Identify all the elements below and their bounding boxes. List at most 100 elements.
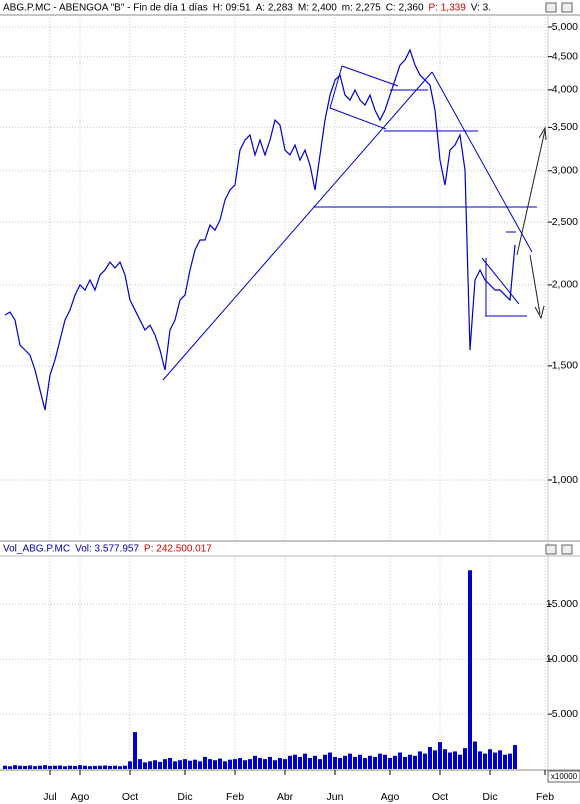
multiplier-box bbox=[547, 770, 580, 783]
volume-bar bbox=[88, 766, 92, 769]
volume-bar bbox=[378, 753, 382, 769]
volume-bar bbox=[213, 760, 217, 769]
volume-bar bbox=[358, 754, 362, 769]
volume-bar bbox=[463, 748, 467, 769]
volume-bar bbox=[123, 765, 127, 769]
header-text: V: 3. bbox=[471, 3, 491, 14]
volume-bar bbox=[263, 759, 267, 769]
volume-bar bbox=[193, 759, 197, 769]
volume-bar bbox=[293, 754, 297, 769]
y-tick-label: 3,000 bbox=[552, 165, 578, 177]
header-text: m: 2,275 bbox=[342, 3, 381, 14]
volume-bar bbox=[248, 759, 252, 769]
y-tick-label: 1,500 bbox=[552, 360, 578, 372]
x-tick-label: Jun bbox=[327, 791, 344, 803]
y-tick-label: 15.000 bbox=[546, 598, 578, 610]
channel-line bbox=[329, 107, 387, 130]
volume-bar bbox=[438, 742, 442, 769]
volume-bar bbox=[353, 756, 357, 769]
channel-line bbox=[329, 65, 343, 109]
volume-bar bbox=[368, 755, 372, 769]
volume-bar bbox=[158, 761, 162, 769]
volume-bar bbox=[23, 765, 27, 769]
volume-bar bbox=[253, 755, 257, 769]
header-text: C: 2,360 bbox=[386, 3, 424, 14]
x-tick-label: Jul bbox=[43, 791, 56, 803]
volume-bar bbox=[328, 752, 332, 769]
header-text: Vol_ABG.P.MC bbox=[3, 544, 70, 555]
volume-bar bbox=[303, 753, 307, 769]
volume-bar bbox=[228, 759, 232, 769]
volume-bar bbox=[93, 765, 97, 769]
volume-bar bbox=[373, 756, 377, 769]
volume-bar bbox=[68, 765, 72, 769]
volume-bar bbox=[78, 765, 82, 769]
volume-bar bbox=[18, 765, 22, 769]
volume-bar bbox=[513, 745, 517, 769]
button[interactable] bbox=[545, 544, 557, 555]
volume-bar bbox=[188, 760, 192, 769]
volume-bar bbox=[468, 570, 472, 769]
y-tick-label: 5.000 bbox=[552, 708, 578, 720]
volume-bar bbox=[423, 753, 427, 769]
x-tick-label: Abr bbox=[277, 791, 294, 803]
x-tick-label: Ago bbox=[71, 791, 90, 803]
volume-bar bbox=[313, 755, 317, 769]
header-text: P: 1,339 bbox=[429, 3, 467, 14]
y-tick-label: 5,000 bbox=[552, 21, 578, 33]
volume-bar bbox=[278, 758, 282, 769]
volume-bar bbox=[268, 756, 272, 769]
volume-bar bbox=[308, 758, 312, 769]
projection-arrow bbox=[529, 254, 545, 320]
volume-bar bbox=[363, 758, 367, 769]
y-tick-label: 3,500 bbox=[552, 121, 578, 133]
volume-bar bbox=[478, 751, 482, 769]
volume-bar bbox=[283, 759, 287, 769]
volume-bar bbox=[273, 760, 277, 769]
y-tick-label: 4,500 bbox=[552, 50, 578, 62]
volume-bar bbox=[58, 765, 62, 769]
volume-bar bbox=[83, 765, 87, 769]
button[interactable] bbox=[561, 2, 573, 13]
volume-bar bbox=[453, 751, 457, 769]
y-tick-label: 2,500 bbox=[552, 216, 578, 228]
header-text: ABG.P.MC - ABENGOA "B" - Fin de día 1 dí… bbox=[3, 3, 208, 14]
volume-bar bbox=[208, 759, 212, 769]
volume-bar bbox=[503, 754, 507, 769]
volume-bar bbox=[153, 760, 157, 769]
volume-bar bbox=[383, 754, 387, 769]
y-tick-label: 4,000 bbox=[552, 84, 578, 96]
volume-bar bbox=[148, 761, 152, 769]
volume-bar bbox=[343, 755, 347, 769]
y-tick-label: 10.000 bbox=[546, 653, 578, 665]
volume-bar bbox=[218, 758, 222, 769]
x-tick-label: Dic bbox=[482, 791, 497, 803]
volume-bar bbox=[33, 766, 37, 769]
volume-bar bbox=[473, 741, 477, 769]
volume-bar bbox=[38, 765, 42, 769]
button[interactable] bbox=[545, 2, 557, 13]
volume-bar bbox=[138, 759, 142, 769]
header-text: A: 2,283 bbox=[256, 3, 294, 14]
volume-bar bbox=[233, 759, 237, 769]
volume-bar bbox=[8, 766, 12, 769]
volume-bar bbox=[163, 759, 167, 769]
header-text: M: 2,400 bbox=[298, 3, 337, 14]
volume-bar bbox=[113, 765, 117, 769]
volume-bar bbox=[413, 755, 417, 769]
volume-bar bbox=[498, 750, 502, 769]
volume-bar bbox=[198, 761, 202, 769]
volume-bar bbox=[323, 754, 327, 769]
volume-bar bbox=[443, 749, 447, 769]
volume-bar bbox=[223, 761, 227, 769]
volume-bar bbox=[388, 758, 392, 769]
x-tick-label: Oct bbox=[432, 791, 448, 803]
volume-bar bbox=[118, 766, 122, 769]
volume-bar bbox=[298, 756, 302, 769]
button[interactable] bbox=[561, 544, 573, 555]
volume-bar bbox=[428, 747, 432, 769]
price-line bbox=[4, 48, 516, 411]
x-tick-label: Ago bbox=[381, 791, 400, 803]
